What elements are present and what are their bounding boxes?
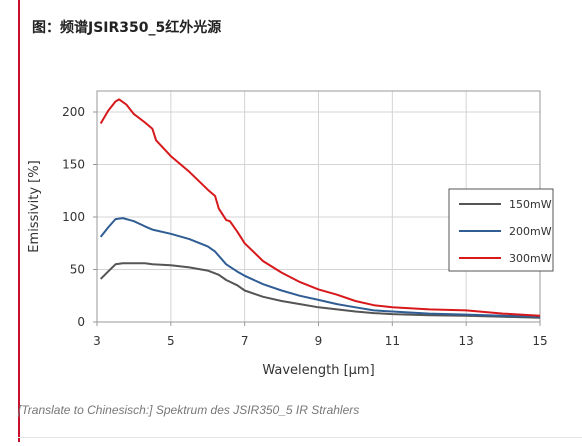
x-tick-label: 9	[315, 334, 323, 348]
series-line-150mW	[99, 262, 541, 319]
x-tick-label: 7	[241, 334, 249, 348]
figure-heading: 图：频谱JSIR350_5红外光源	[32, 20, 222, 36]
x-tick-label: 3	[93, 334, 101, 348]
x-tick-label: 13	[459, 334, 474, 348]
series-line-200mW	[99, 217, 541, 318]
x-axis-label: Wavelength [µm]	[262, 363, 374, 378]
legend-label: 150mW	[509, 198, 552, 211]
x-tick-label: 11	[385, 334, 400, 348]
left-accent-rule	[18, 0, 20, 442]
y-tick-label: 150	[62, 158, 85, 172]
y-axis-label: Emissivity [%]	[27, 160, 42, 252]
y-tick-label: 0	[77, 315, 85, 329]
y-tick-label: 200	[62, 105, 85, 119]
series-layer	[99, 98, 541, 319]
x-tick-label: 15	[532, 334, 547, 348]
legend-label: 300mW	[509, 252, 552, 265]
legend: 150mW 200mW 300mW	[448, 188, 554, 272]
series-line-300mW	[99, 98, 541, 317]
legend-label: 200mW	[509, 225, 552, 238]
figure-caption: [Translate to Chinesisch:] Spektrum des …	[18, 403, 360, 417]
y-tick-label: 50	[70, 263, 85, 277]
y-tick-label: 100	[62, 210, 85, 224]
x-tick-label: 5	[167, 334, 175, 348]
bottom-divider	[18, 437, 582, 438]
